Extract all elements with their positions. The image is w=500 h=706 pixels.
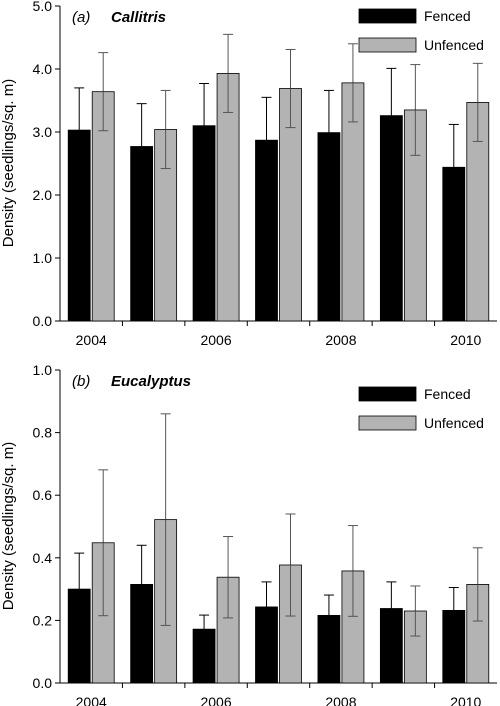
legend-swatch-fenced [358, 386, 417, 402]
y-tick-label: 0.4 [33, 550, 53, 566]
y-tick-label: 0.6 [33, 487, 53, 503]
y-tick-label: 5.0 [33, 0, 53, 14]
legend-label: Fenced [424, 8, 471, 24]
bar-fenced [130, 584, 154, 684]
panel-label: (a) [72, 9, 90, 26]
y-tick-label: 4.0 [33, 61, 53, 77]
x-tick-label: 2004 [76, 694, 107, 706]
bar-fenced [67, 129, 91, 322]
y-tick-label: 1.0 [33, 250, 53, 266]
legend-label: Unfenced [424, 37, 484, 53]
bar-fenced [442, 609, 466, 684]
bar-fenced [379, 608, 403, 684]
bar-fenced [130, 146, 154, 322]
chart-panel-a: 0.0 1.0 2.0 3.0 4.0 5.0 2004 2006 2008 2010 Densit… [0, 0, 497, 348]
y-axis-label: Density (seedlings/sq. m) [0, 442, 17, 610]
bar-fenced [255, 606, 278, 684]
y-tick-label: 0.0 [33, 313, 53, 329]
x-tick-label: 2008 [325, 332, 356, 348]
legend-label: Fenced [424, 386, 471, 402]
legend-swatch-unfenced [358, 415, 417, 431]
bar-fenced [255, 139, 278, 322]
x-tick-label: 2004 [76, 332, 107, 348]
chart-title: Eucalyptus [111, 373, 191, 390]
x-tick-label: 2008 [325, 694, 356, 706]
y-tick-label: 1.0 [33, 362, 53, 378]
legend-swatch-unfenced [358, 37, 417, 53]
legend-swatch-fenced [358, 8, 417, 24]
bar-fenced [442, 166, 466, 322]
x-tick-label: 2006 [200, 332, 231, 348]
y-tick-label: 2.0 [33, 187, 53, 203]
chart-title: Callitris [111, 9, 166, 26]
y-tick-label: 0.0 [33, 675, 53, 691]
bar-fenced [317, 132, 341, 322]
bar-fenced [192, 125, 216, 322]
y-tick-label: 3.0 [33, 124, 53, 140]
y-tick-label: 0.8 [33, 425, 53, 441]
y-tick-label: 0.2 [33, 612, 53, 628]
y-axis-label: Density (seedlings/sq. m) [0, 79, 17, 247]
x-tick-label: 2010 [450, 332, 481, 348]
bar-fenced [379, 115, 403, 322]
chart-panel-b: 0.0 0.2 0.4 0.6 0.8 1.0 2004 2006 2008 2010 Densit… [0, 362, 497, 706]
x-tick-label: 2010 [450, 694, 481, 706]
bar-fenced [192, 628, 216, 684]
bar-fenced [67, 588, 91, 684]
panel-label: (b) [72, 373, 90, 390]
x-tick-label: 2006 [200, 694, 231, 706]
bar-fenced [317, 614, 341, 684]
legend-label: Unfenced [424, 415, 484, 431]
